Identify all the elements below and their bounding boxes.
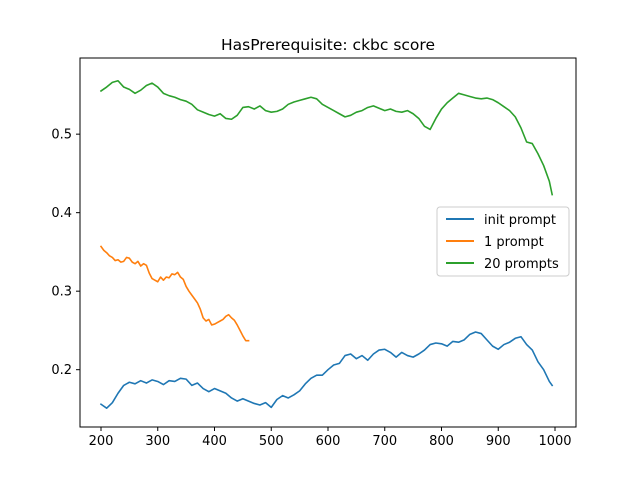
series-line-20-prompts: [99, 79, 554, 196]
series-line-1-prompt: [99, 245, 250, 342]
x-tick-label: 700: [372, 434, 397, 449]
y-tick-label: 0.5: [51, 128, 72, 143]
x-tick-label: 500: [259, 434, 284, 449]
chart-title: HasPrerequisite: ckbc score: [221, 36, 435, 54]
x-tick-label: 300: [145, 434, 170, 449]
x-tick-label: 400: [202, 434, 227, 449]
legend-label-init-prompt: init prompt: [484, 213, 556, 228]
x-tick-label: 1000: [538, 434, 571, 449]
x-axis: 200 300 400 500 600 700 800 900 1000: [89, 427, 572, 449]
x-tick-label: 800: [429, 434, 454, 449]
y-axis: 0.2 0.3 0.4 0.5: [51, 128, 80, 378]
legend: init prompt 1 prompt 20 prompts: [436, 206, 570, 277]
x-tick-label: 200: [89, 434, 114, 449]
x-tick-label: 600: [316, 434, 341, 449]
x-tick-label: 900: [486, 434, 511, 449]
series-layer: [99, 79, 554, 409]
series-line-init-prompt: [99, 331, 554, 409]
legend-label-20-prompts: 20 prompts: [484, 257, 559, 272]
legend-box: [436, 206, 570, 277]
legend-label-1-prompt: 1 prompt: [484, 235, 544, 250]
y-tick-label: 0.4: [51, 206, 72, 221]
y-tick-label: 0.3: [51, 285, 72, 300]
y-tick-label: 0.2: [51, 363, 72, 378]
